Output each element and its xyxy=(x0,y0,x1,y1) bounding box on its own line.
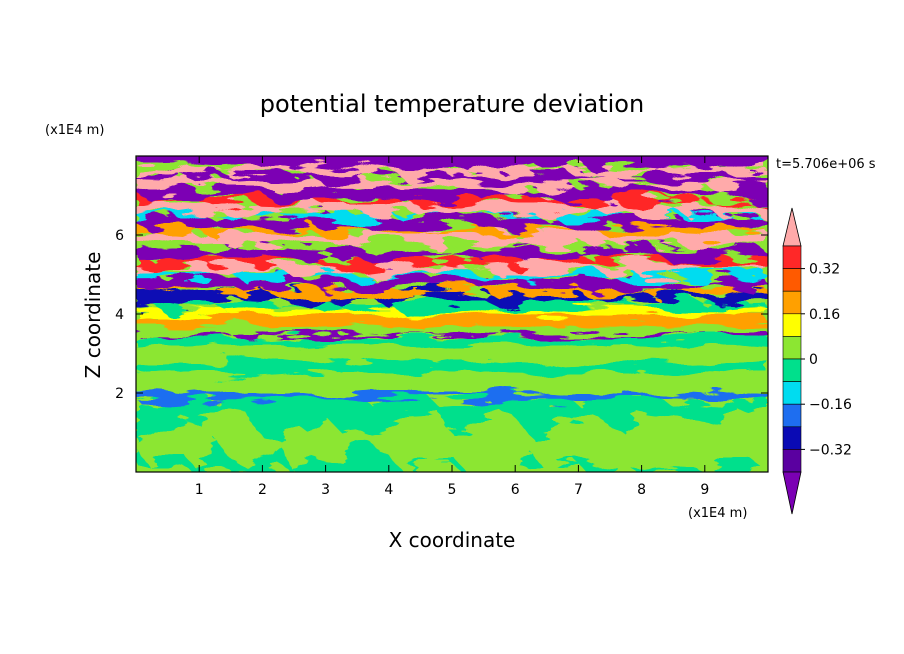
contour-band xyxy=(136,344,768,361)
contour-band xyxy=(136,225,768,249)
x-tick-label: 8 xyxy=(637,482,646,498)
chart-title: potential temperature deviation xyxy=(260,90,644,118)
contour-band xyxy=(136,219,768,239)
contour-band xyxy=(136,306,768,318)
x-tick-label: 9 xyxy=(700,482,709,498)
colorbar: 0.32 0.16 0 −0.16 −0.32 xyxy=(782,207,852,515)
colorbar-segment xyxy=(782,426,802,450)
colorbar-tick-label: 0 xyxy=(809,352,818,368)
contour-band xyxy=(136,328,768,339)
colorbar-segment xyxy=(782,381,802,405)
contour-band xyxy=(136,156,768,172)
y-axis-label: Z coordinate xyxy=(81,252,105,379)
contour-field xyxy=(136,156,768,472)
colorbar-segment xyxy=(782,336,802,360)
x-tick-label: 2 xyxy=(258,482,267,498)
x-axis-label: X coordinate xyxy=(389,528,516,552)
x-tick-label: 6 xyxy=(511,482,520,498)
contour-band xyxy=(136,256,768,278)
colorbar-max-extension xyxy=(782,207,802,247)
contour-band xyxy=(136,359,768,376)
colorbar-tick-label: −0.16 xyxy=(809,397,852,413)
contour-band xyxy=(136,315,768,327)
x-tick-label: 4 xyxy=(384,482,393,498)
x-tick-label: 7 xyxy=(574,482,583,498)
x-tick-label: 3 xyxy=(321,482,330,498)
colorbar-segment xyxy=(782,313,802,337)
colorbar-segment xyxy=(782,245,802,269)
contour-band xyxy=(136,407,768,472)
x-unit-label: (x1E4 m) xyxy=(688,506,747,521)
x-axis-ticks: 1 2 3 4 5 6 7 8 9 xyxy=(195,156,709,498)
colorbar-segment xyxy=(782,403,802,428)
colorbar-segment xyxy=(782,358,802,382)
colorbar-segment xyxy=(782,290,802,315)
x-tick-label: 5 xyxy=(448,482,457,498)
y-tick-label: 4 xyxy=(115,307,124,323)
colorbar-tick-label: 0.16 xyxy=(809,307,840,323)
colorbar-segment xyxy=(782,449,802,473)
colorbar-min-extension xyxy=(782,471,802,515)
y-axis-ticks: 2 4 6 xyxy=(115,228,768,402)
time-label: t=5.706e+06 s xyxy=(776,157,876,172)
colorbar-tick-label: −0.32 xyxy=(809,442,852,458)
colorbar-segment xyxy=(782,268,802,292)
contour-band xyxy=(136,370,768,396)
colorbar-tick-label: 0.32 xyxy=(809,262,840,278)
x-tick-label: 1 xyxy=(195,482,204,498)
y-tick-label: 6 xyxy=(115,228,124,244)
y-unit-label: (x1E4 m) xyxy=(45,123,104,138)
contour-band xyxy=(136,324,768,333)
y-tick-label: 2 xyxy=(115,386,124,402)
